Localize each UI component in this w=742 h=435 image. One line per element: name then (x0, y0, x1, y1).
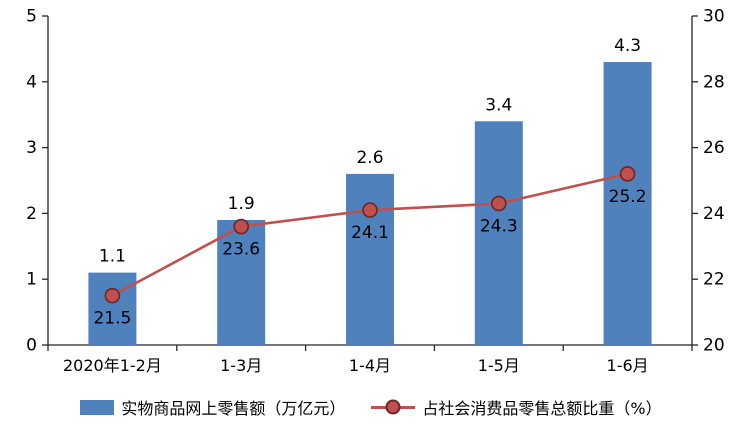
right-axis-tick-label: 28 (703, 72, 725, 92)
line-marker-icon (362, 202, 378, 218)
left-axis-tick-label: 4 (26, 72, 37, 92)
line-marker-icon (490, 195, 507, 212)
bar (474, 121, 523, 345)
left-axis-tick-label: 5 (26, 7, 37, 27)
bar-value-label: 1.1 (99, 247, 126, 267)
bar (217, 219, 266, 345)
right-axis-tick-label: 22 (703, 270, 725, 290)
bar-value-label: 3.4 (485, 95, 512, 115)
line-value-label: 24.1 (351, 223, 389, 243)
line-value-label: 24.3 (480, 217, 518, 237)
bar (603, 62, 652, 346)
legend-item-line-series: 占社会消费品零售总额比重（%） (371, 395, 662, 419)
line-series-swatch (371, 399, 416, 415)
x-axis-category-label: 1-5月 (478, 356, 520, 375)
line-marker-icon (104, 287, 121, 304)
right-axis-tick-label: 24 (703, 204, 725, 224)
left-axis-tick-label: 3 (26, 138, 37, 158)
bar-series-label: 实物商品网上零售额（万亿元） (121, 399, 346, 418)
left-axis-tick-label: 2 (26, 204, 37, 224)
right-axis-tick-label: 26 (703, 138, 725, 158)
line-value-label: 21.5 (93, 309, 131, 329)
bar (88, 272, 137, 345)
x-axis-category-label: 1-6月 (607, 356, 649, 375)
chart-svg: 0 1 2 3 4 5 20 22 24 26 28 30 2020年1-2月 1-3月 1-4月 1-5月 1… (26, 7, 725, 376)
line-value-label: 23.6 (222, 240, 260, 260)
bar (346, 173, 394, 345)
x-axis-category-label: 1-3月 (220, 356, 262, 375)
legend-item-bar-series: 实物商品网上零售额（万亿元） (80, 395, 345, 419)
line-series-marker-icon (385, 399, 401, 415)
legend: 实物商品网上零售额（万亿元） 占社会消费品零售总额比重（%） (0, 385, 742, 429)
right-axis-tick-label: 20 (703, 336, 725, 356)
bar-value-label: 2.6 (356, 148, 383, 168)
left-axis-tick-label: 1 (26, 270, 37, 290)
bar-value-label: 4.3 (614, 36, 641, 56)
line-value-label: 25.2 (609, 187, 647, 207)
bar-series-swatch (80, 399, 115, 415)
left-axis-tick-label: 0 (26, 336, 37, 356)
line-marker-icon (619, 166, 636, 182)
bar-value-label: 1.9 (228, 194, 255, 214)
line-marker-icon (233, 218, 249, 235)
x-axis-category-label: 2020年1-2月 (63, 356, 162, 375)
line-series-label: 占社会消费品零售总额比重（%） (422, 399, 662, 418)
right-axis-tick-label: 30 (703, 7, 725, 27)
x-axis-category-label: 1-4月 (349, 356, 391, 375)
